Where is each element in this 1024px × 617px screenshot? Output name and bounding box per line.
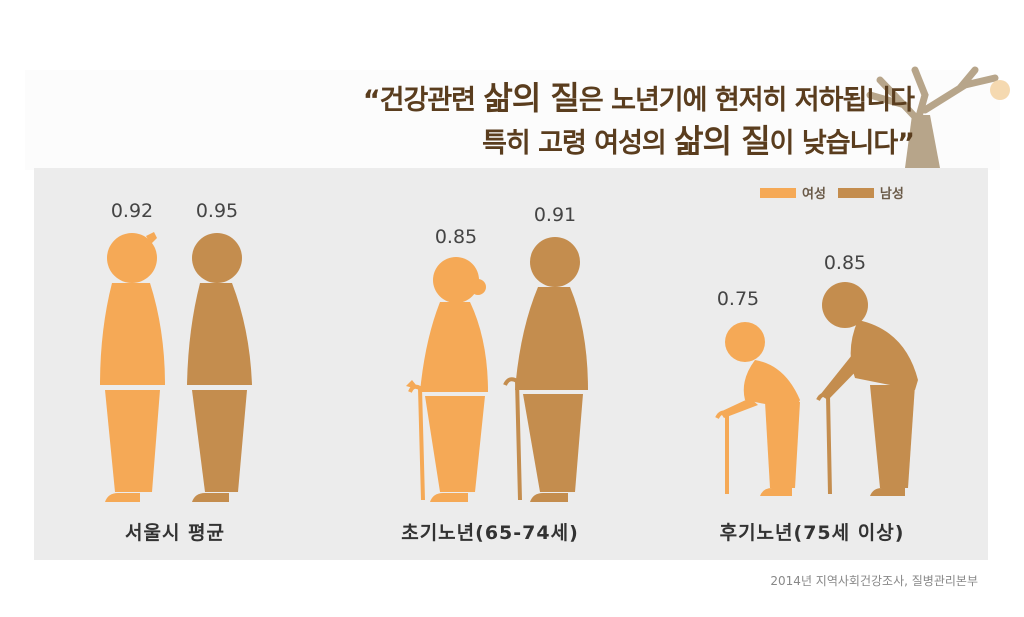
value-label-male-early: 0.91 xyxy=(533,204,577,226)
headline: “건강관련 삶의 질은 노년기에 현저히 저하됩니다 특히 고령 여성의 삶의 … xyxy=(362,79,915,160)
cane-icon xyxy=(715,410,729,494)
figure-male-seoul xyxy=(187,233,252,502)
value-label-female-late: 0.75 xyxy=(716,288,760,310)
figure-female-seoul xyxy=(100,232,165,502)
figure-female-early xyxy=(406,257,488,502)
category-label-seoul: 서울시 평균 xyxy=(124,522,226,544)
value-label-female-early: 0.85 xyxy=(434,226,478,248)
category-label-late: 후기노년(75세 이상) xyxy=(719,522,905,544)
figure-female-late xyxy=(720,322,800,496)
legend-item-female: 여성 xyxy=(760,183,826,202)
figure-male-late xyxy=(820,282,918,496)
legend: 여성 남성 xyxy=(760,183,916,202)
category-label-early: 초기노년(65-74세) xyxy=(401,522,579,544)
figure-male-early xyxy=(515,237,588,502)
cane-icon xyxy=(408,384,425,501)
value-label-female-seoul: 0.92 xyxy=(110,200,154,222)
cane-icon xyxy=(816,392,832,495)
cane-icon xyxy=(503,377,522,501)
legend-item-male: 남성 xyxy=(837,183,904,202)
value-label-male-seoul: 0.95 xyxy=(195,200,239,222)
value-label-male-late: 0.85 xyxy=(823,252,867,274)
source-note: 2014년 지역사회건강조사, 질병관리본부 xyxy=(770,574,978,588)
header-background xyxy=(25,70,1000,170)
